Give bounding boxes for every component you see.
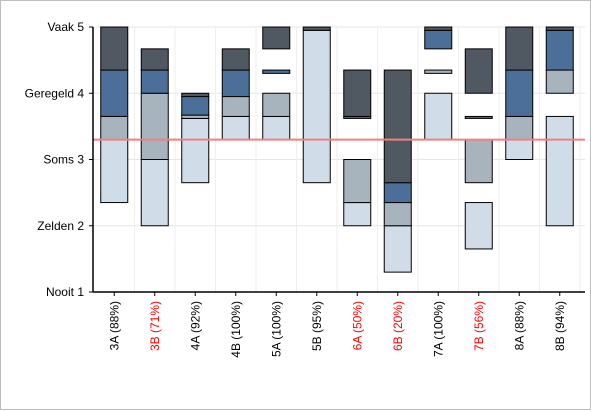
bar-segment	[302, 29, 331, 184]
y-tick-label: Zelden 2	[37, 219, 84, 233]
x-tick-label: 7B (56%)	[472, 301, 486, 351]
axes	[89, 26, 585, 296]
bar-segment	[140, 92, 169, 160]
bar-segment	[221, 69, 250, 98]
bar-segment	[424, 69, 453, 74]
bar-segment	[181, 92, 210, 98]
bar-segment	[545, 115, 574, 227]
bar-segment	[383, 69, 412, 184]
bar-segment	[343, 69, 372, 117]
bar-segment	[181, 117, 210, 184]
x-tick-label: 7A (100%)	[431, 301, 445, 357]
bar-segment	[464, 48, 493, 94]
bar-segment	[100, 69, 129, 117]
bar-segment	[545, 29, 574, 71]
bar-segment	[100, 115, 129, 141]
x-tick-label: 3A (88%)	[107, 301, 121, 350]
bars	[100, 26, 574, 273]
y-tick-label: Geregeld 4	[25, 86, 85, 100]
y-tick-label: Vaak 5	[48, 20, 85, 34]
x-tick-labels: 3A (88%) 3B (71%) 4A (92%) 4B (100%) 5A (100…	[107, 301, 567, 358]
bar-segment	[181, 96, 210, 116]
bar-segment	[383, 182, 412, 204]
bar-segment	[221, 48, 250, 71]
bar-segment	[505, 115, 534, 141]
bar-segment	[505, 26, 534, 71]
bar-segment	[505, 139, 534, 160]
bar-segment	[221, 96, 250, 117]
bar-segment	[262, 92, 291, 117]
bar-segment	[100, 26, 129, 71]
bar-segment	[464, 115, 493, 119]
bar-segment	[262, 69, 291, 74]
bar-segment	[545, 69, 574, 94]
grid	[93, 26, 585, 293]
bar-segment	[140, 159, 169, 227]
bar-segment	[464, 202, 493, 250]
x-tick-label: 8A (88%)	[512, 301, 526, 350]
bar-segment	[505, 69, 534, 117]
bar-segment	[140, 48, 169, 71]
y-tick-labels: Nooit 1 Zelden 2 Soms 3 Geregeld 4 Vaak 5	[25, 20, 85, 299]
bar-segment	[343, 159, 372, 204]
bar-segment	[545, 26, 574, 31]
x-tick-label: 5B (95%)	[310, 301, 324, 351]
bar-segment	[424, 29, 453, 50]
bar-segment	[343, 202, 372, 227]
x-tick-label: 6B (20%)	[391, 301, 405, 351]
x-tick-label: 6A (50%)	[350, 301, 364, 350]
y-tick-label: Nooit 1	[46, 285, 84, 299]
bar-segment	[140, 69, 169, 94]
bar-segment	[383, 225, 412, 273]
bar-segment	[464, 139, 493, 184]
bar-segment	[424, 26, 453, 31]
bar-segment	[383, 202, 412, 227]
bar-segment	[100, 139, 129, 204]
x-tick-label: 3B (71%)	[148, 301, 162, 351]
x-tick-label: 5A (100%)	[269, 301, 283, 357]
bar-segment	[262, 115, 291, 141]
bar-segment	[302, 26, 331, 31]
bar-segment	[424, 92, 453, 141]
x-tick-label: 4B (100%)	[229, 301, 243, 358]
x-tick-label: 4A (92%)	[188, 301, 202, 350]
bar-segment	[221, 115, 250, 141]
bar-segment	[262, 26, 291, 50]
x-tick-label: 8B (94%)	[553, 301, 567, 351]
y-tick-label: Soms 3	[43, 153, 84, 167]
